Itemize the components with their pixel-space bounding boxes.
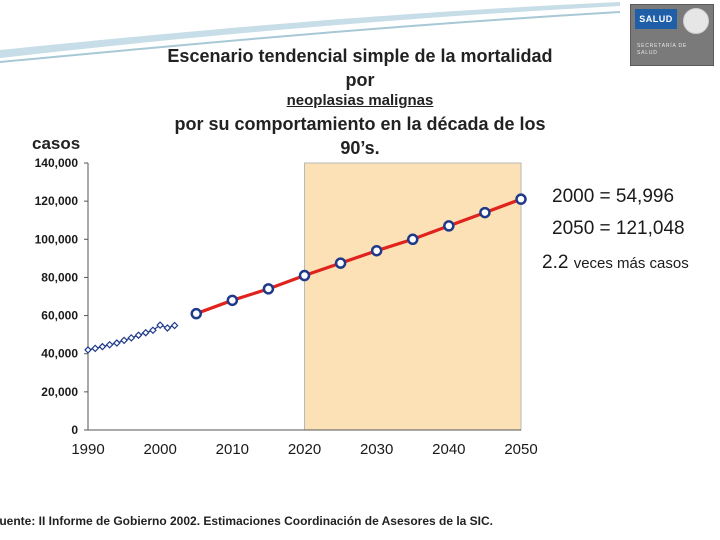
annotation-2050: 2050 = 121,048	[552, 218, 685, 239]
y-tick-label: 140,000	[35, 156, 79, 170]
point-proyeccion	[443, 220, 455, 232]
y-tick-label: 120,000	[35, 194, 79, 208]
x-tick-label: 2030	[360, 441, 393, 458]
y-tick-label: 20,000	[41, 385, 78, 399]
logo-brand: SALUD	[635, 9, 677, 29]
point-observado	[163, 324, 172, 332]
title-line-3: neoplasias malignas	[286, 92, 434, 109]
point-proyeccion	[407, 233, 419, 246]
x-tick-label: 2020	[288, 441, 321, 458]
logo-subtitle: SECRETARÍA DE SALUD	[637, 43, 688, 56]
point-proyeccion	[298, 269, 311, 282]
point-proyeccion	[190, 307, 202, 320]
point-observado	[170, 321, 179, 330]
series-line-proyeccion	[195, 197, 522, 316]
point-observado	[120, 336, 128, 345]
ratio-value: 2.2	[542, 252, 569, 273]
point-observado	[98, 342, 107, 351]
y-tick-label: 0	[71, 423, 78, 437]
header-swoosh	[0, 2, 621, 63]
source-note: Fuente: II Informe de Gobierno 2002. Est…	[0, 514, 520, 528]
y-tick-label: 40,000	[41, 347, 78, 361]
point-proyeccion	[479, 206, 491, 219]
point-proyeccion	[515, 193, 527, 205]
x-tick-label: 2010	[216, 441, 249, 458]
x-tick-label: 2000	[143, 441, 176, 458]
y-axis-label: casos	[32, 134, 81, 153]
point-observado	[134, 331, 143, 340]
point-observado	[113, 339, 121, 347]
projection-shaded-region	[304, 162, 522, 431]
point-observado	[127, 334, 136, 342]
chart-title: Escenario tendencial simple de la mortal…	[140, 44, 580, 92]
salud-logo: SALUD SECRETARÍA DE SALUD	[630, 4, 714, 66]
title-line-4: por su comportamiento en la década de lo…	[174, 114, 546, 134]
point-proyeccion	[370, 244, 383, 257]
annotation-2000: 2000 = 54,996	[552, 186, 675, 207]
point-observado	[156, 321, 165, 329]
title-line-5: 90’s.	[340, 138, 380, 158]
y-tick-label: 100,000	[35, 232, 79, 246]
chart-subtitle: por su comportamiento en la década de lo…	[140, 112, 580, 160]
title-line-1: Escenario tendencial simple de la mortal…	[167, 46, 553, 66]
x-tick-label: 2050	[504, 441, 537, 458]
point-proyeccion	[226, 294, 239, 307]
ratio-text: veces más casos	[573, 255, 689, 272]
x-tick-label: 2040	[432, 441, 465, 458]
point-observado	[141, 328, 150, 337]
point-observado	[84, 346, 92, 354]
y-tick-label: 60,000	[41, 309, 78, 323]
source-text: Fuente: II Informe de Gobierno 2002. Est…	[0, 514, 494, 528]
point-observado	[149, 326, 157, 335]
title-line-2: por	[345, 70, 375, 90]
annotation-ratio: 2.2 veces más casos	[542, 252, 689, 274]
point-observado	[105, 340, 114, 349]
point-proyeccion	[262, 283, 275, 295]
x-tick-label: 1990	[71, 441, 104, 458]
point-proyeccion	[334, 257, 347, 269]
point-observado	[91, 344, 100, 353]
eagle-seal-icon	[683, 8, 709, 34]
y-tick-label: 80,000	[41, 270, 78, 284]
